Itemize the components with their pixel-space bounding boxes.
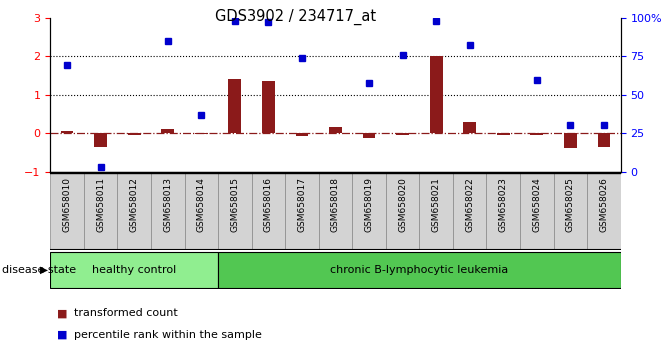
Bar [185,173,218,250]
Text: GSM658010: GSM658010 [62,177,72,232]
Bar [252,173,285,250]
Bar [352,173,386,250]
Bar [161,129,174,133]
Text: GSM658024: GSM658024 [532,177,541,232]
Bar [218,252,621,288]
Text: GSM658012: GSM658012 [130,177,139,232]
Text: GSM658026: GSM658026 [599,177,609,232]
Bar [195,133,207,134]
Bar [151,173,185,250]
Bar [319,173,352,250]
Bar [597,133,610,147]
Text: GSM658025: GSM658025 [566,177,575,232]
Bar [60,131,73,133]
Bar [262,81,275,133]
Text: ■: ■ [57,330,68,339]
Bar [530,133,544,135]
Bar [296,133,309,136]
Bar [386,173,419,250]
Bar [228,79,242,133]
Text: GSM658022: GSM658022 [465,177,474,232]
Bar [396,133,409,135]
Text: ■: ■ [57,308,68,318]
Bar [419,173,453,250]
Text: GSM658013: GSM658013 [163,177,172,232]
Text: disease state: disease state [2,265,76,275]
Bar [453,173,486,250]
Bar [362,133,376,138]
Bar [50,173,84,250]
Text: GSM658017: GSM658017 [297,177,307,232]
Bar [94,133,107,147]
Bar [84,173,117,250]
Bar [127,133,141,135]
Bar [486,173,520,250]
Bar [218,173,252,250]
Bar [520,173,554,250]
Text: GDS3902 / 234717_at: GDS3902 / 234717_at [215,9,376,25]
Text: GSM658021: GSM658021 [431,177,441,232]
Bar [554,173,587,250]
Text: GSM658023: GSM658023 [499,177,508,232]
Bar [50,252,218,288]
Text: GSM658015: GSM658015 [230,177,240,232]
Text: GSM658014: GSM658014 [197,177,206,232]
Bar [564,133,576,148]
Text: chronic B-lymphocytic leukemia: chronic B-lymphocytic leukemia [330,265,509,275]
Text: GSM658020: GSM658020 [398,177,407,232]
Bar [463,122,476,133]
Text: GSM658019: GSM658019 [364,177,374,232]
Bar [497,133,509,135]
Text: GSM658016: GSM658016 [264,177,273,232]
Bar [429,56,443,133]
Text: GSM658018: GSM658018 [331,177,340,232]
Text: percentile rank within the sample: percentile rank within the sample [74,330,262,339]
Bar [285,173,319,250]
Text: healthy control: healthy control [92,265,176,275]
Bar [587,173,621,250]
Text: transformed count: transformed count [74,308,178,318]
Text: GSM658011: GSM658011 [96,177,105,232]
Bar [117,173,151,250]
Bar [329,127,342,133]
Text: ▶: ▶ [40,265,48,275]
